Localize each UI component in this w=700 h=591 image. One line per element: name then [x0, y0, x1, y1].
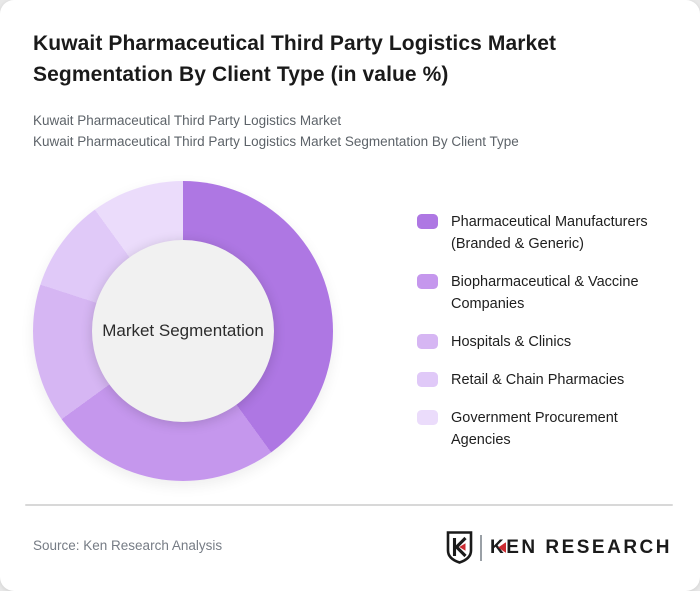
logo-red-triangle-icon: [498, 542, 507, 553]
legend-item-label: Retail & Chain Pharmacies: [451, 372, 625, 388]
legend-item: Hospitals & Clinics: [417, 331, 673, 353]
logo-shield-red-triangle-icon: [459, 543, 466, 551]
logo-shield-icon: [446, 531, 473, 564]
logo-k: K: [489, 536, 507, 558]
legend-item-label: Government Procurement Agencies: [451, 410, 618, 448]
donut-chart: Market Segmentation: [33, 181, 333, 481]
legend-item-label: Hospitals & Clinics: [451, 334, 572, 350]
legend-item: Government Procurement Agencies: [417, 407, 673, 451]
legend-swatch: [417, 214, 438, 229]
legend-item: Biopharmaceutical & Vaccine Companies: [417, 271, 673, 315]
legend-swatch: [417, 372, 438, 387]
source-text: Source: Ken Research Analysis: [33, 538, 223, 553]
legend-item-label: Pharmaceutical Manufacturers (Branded & …: [451, 214, 648, 252]
donut-center-label: Market Segmentation: [102, 321, 264, 340]
legend-item: Retail & Chain Pharmacies: [417, 369, 673, 391]
footer-divider: [25, 504, 673, 506]
subtitle-line-2: Kuwait Pharmaceutical Third Party Logist…: [33, 134, 519, 149]
legend: Pharmaceutical Manufacturers (Branded & …: [417, 211, 673, 467]
donut-center: Market Segmentation: [92, 240, 274, 422]
legend-item-label: Biopharmaceutical & Vaccine Companies: [451, 274, 639, 312]
legend-item: Pharmaceutical Manufacturers (Branded & …: [417, 211, 673, 255]
legend-swatch: [417, 410, 438, 425]
legend-swatch: [417, 274, 438, 289]
page-title: Kuwait Pharmaceutical Third Party Logist…: [33, 32, 557, 86]
ken-research-logo: K EN RESEARCH: [446, 531, 672, 564]
legend-swatch: [417, 334, 438, 349]
logo-wordmark: K EN RESEARCH: [489, 536, 672, 558]
subtitle-block: Kuwait Pharmaceutical Third Party Logist…: [33, 110, 683, 152]
subtitle-line-1: Kuwait Pharmaceutical Third Party Logist…: [33, 113, 342, 128]
logo-divider: [479, 534, 482, 561]
